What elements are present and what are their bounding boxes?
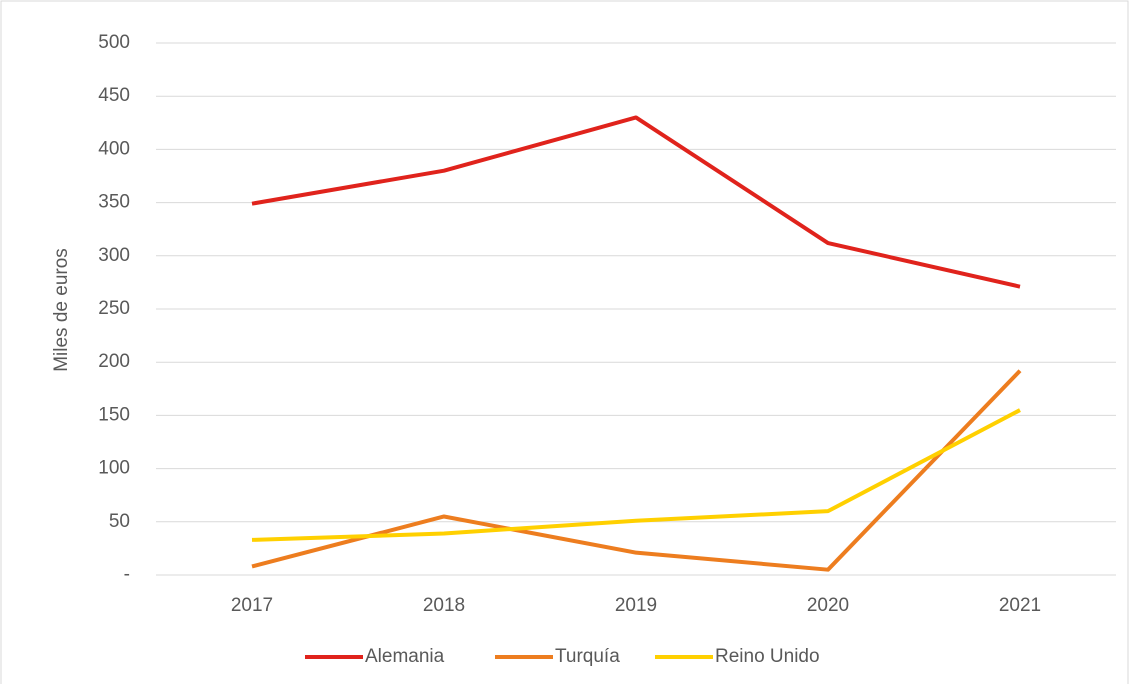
line-series (251, 408, 1021, 542)
y-tick-label: 350 (98, 192, 130, 213)
legend-label: Turquía (555, 646, 620, 667)
x-tick-label: 2021 (999, 595, 1041, 616)
y-tick-label: 150 (98, 404, 130, 425)
y-tick-label: 450 (98, 85, 130, 106)
y-tick-label: 250 (98, 298, 130, 319)
x-tick-label: 2017 (231, 595, 273, 616)
legend-label: Reino Unido (715, 646, 820, 667)
line-series (251, 115, 1021, 289)
y-axis-label: Miles de euros (51, 248, 72, 372)
y-tick-label: 300 (98, 245, 130, 266)
y-tick-label: 400 (98, 138, 130, 159)
x-tick-label: 2019 (615, 595, 657, 616)
legend-label: Alemania (365, 646, 445, 667)
y-tick-label: 200 (98, 351, 130, 372)
y-tick-label: - (124, 564, 130, 585)
line-series (251, 369, 1022, 572)
x-tick-label: 2020 (807, 595, 849, 616)
y-tick-label: 100 (98, 458, 130, 479)
y-tick-label: 500 (98, 32, 130, 53)
y-tick-label: 50 (109, 511, 130, 532)
x-tick-label: 2018 (423, 595, 465, 616)
